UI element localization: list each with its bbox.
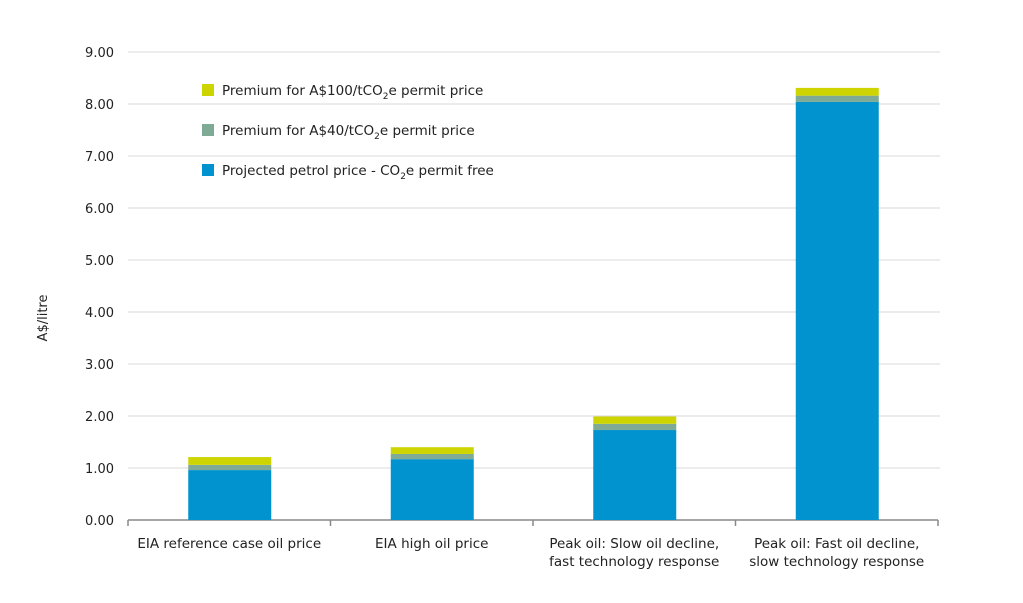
y-tick-label: 9.00 [85, 46, 114, 61]
bar-segment [795, 95, 879, 102]
bar-segment [188, 457, 272, 465]
legend-label: Premium for A$40/tCO2e permit price [222, 123, 475, 142]
bar-segment [188, 464, 272, 471]
bar-segment [593, 423, 677, 431]
bar-segment [188, 470, 272, 520]
bar-segment [390, 453, 474, 460]
x-tick-label: EIA high oil price [375, 536, 488, 552]
bar-segment [795, 101, 879, 521]
x-tick-label: slow technology response [749, 554, 924, 570]
legend-swatch [202, 164, 214, 176]
legend-label: Premium for A$100/tCO2e permit price [222, 83, 483, 102]
x-tick-label: EIA reference case oil price [137, 536, 321, 552]
legend-label: Projected petrol price - CO2e permit fre… [222, 163, 494, 182]
bar-segment [593, 416, 677, 424]
bar-segment [390, 447, 474, 454]
y-tick-label: 6.00 [85, 202, 114, 217]
x-tick-label: fast technology response [549, 554, 719, 570]
y-tick-label: 2.00 [85, 410, 114, 425]
x-tick-label: Peak oil: Slow oil decline, [549, 536, 719, 552]
bar-segment [593, 430, 677, 520]
legend-swatch [202, 84, 214, 96]
y-tick-label: 4.00 [85, 306, 114, 321]
bar-segment [390, 459, 474, 520]
y-axis-label: A$/litre [36, 295, 51, 342]
y-tick-label: 3.00 [85, 358, 114, 373]
y-tick-label: 7.00 [85, 150, 114, 165]
bar-segment [795, 87, 879, 96]
y-tick-label: 1.00 [85, 462, 114, 477]
y-tick-label: 5.00 [85, 254, 114, 269]
x-tick-label: Peak oil: Fast oil decline, [754, 536, 919, 552]
y-tick-label: 8.00 [85, 98, 114, 113]
y-tick-label: 0.00 [85, 514, 114, 529]
legend-swatch [202, 124, 214, 136]
